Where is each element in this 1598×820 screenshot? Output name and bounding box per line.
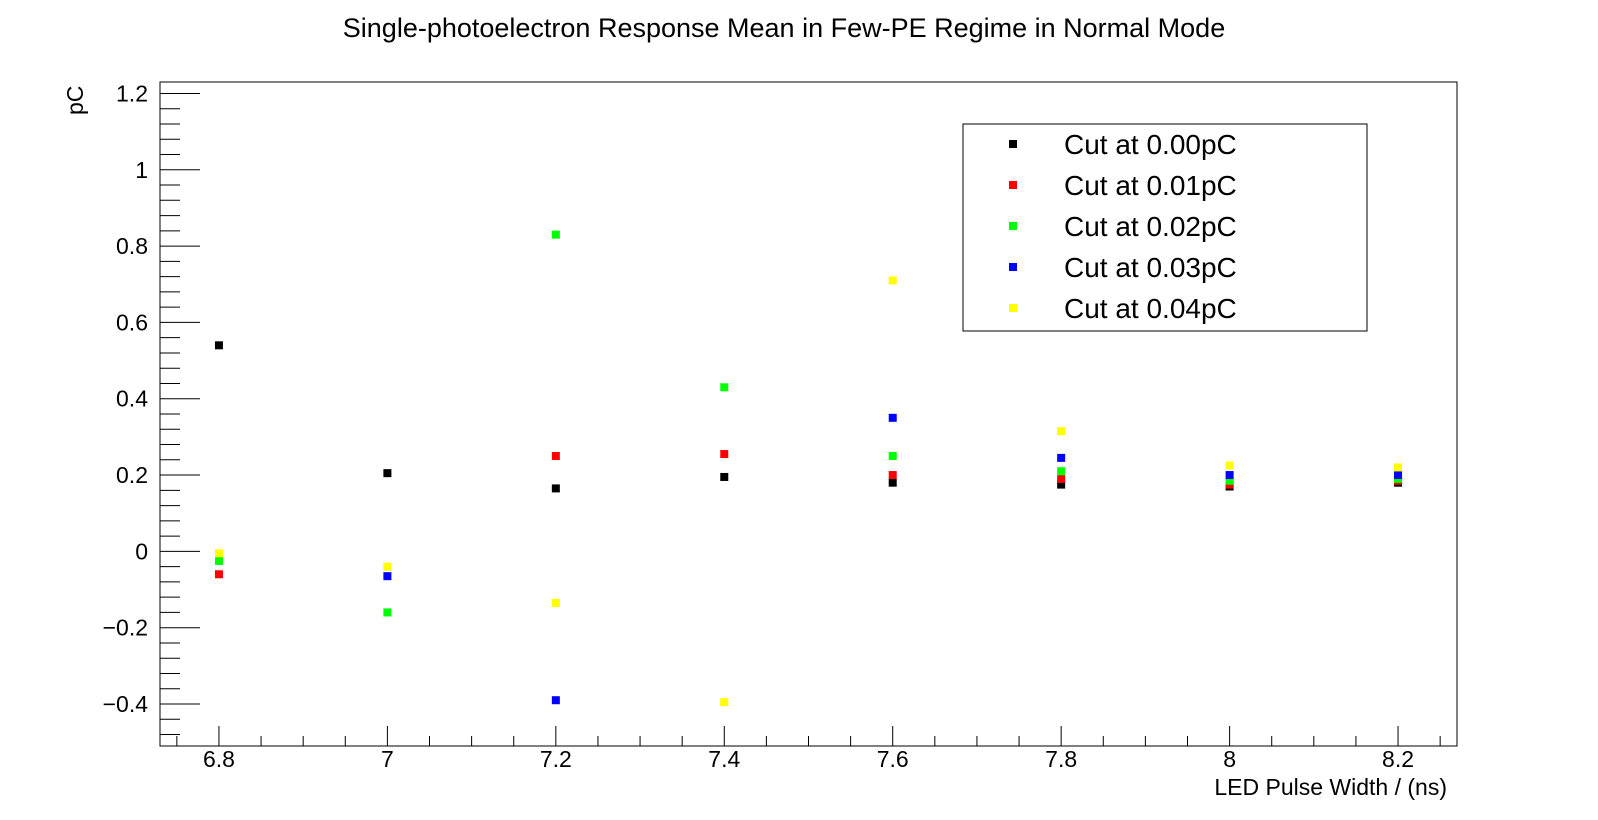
data-point-series-2	[214, 556, 223, 565]
y-tick-label: −0.2	[103, 615, 148, 641]
y-tick-label: 1	[135, 157, 148, 183]
x-tick-label: 7	[381, 746, 394, 772]
x-tick-label: 7.4	[708, 746, 740, 772]
data-point-series-4	[720, 698, 729, 707]
data-point-series-4	[1225, 461, 1234, 470]
data-point-series-4	[1394, 463, 1403, 472]
x-tick-labels: 6.8 7 7.2 7.4 7.6 7.8 8 8.2	[203, 746, 1414, 772]
x-tick-label: 7.6	[877, 746, 909, 772]
y-tick-label: 0.6	[116, 309, 148, 335]
data-point-series-2	[383, 608, 392, 617]
data-point-series-0	[383, 469, 392, 478]
data-point-series-3	[1057, 453, 1066, 462]
data-points	[214, 230, 1403, 707]
data-point-series-3	[1394, 471, 1403, 480]
data-point-series-4	[214, 549, 223, 558]
y-tick-label: 0.4	[116, 386, 148, 412]
data-point-series-0	[1057, 480, 1066, 489]
data-point-series-0	[551, 484, 560, 493]
data-point-series-2	[551, 230, 560, 239]
data-point-series-3	[383, 572, 392, 581]
data-point-series-1	[1057, 474, 1066, 483]
data-point-series-0	[888, 478, 897, 487]
legend-marker	[1009, 181, 1017, 189]
data-point-series-3	[1225, 471, 1234, 480]
data-point-series-2	[1057, 467, 1066, 476]
data-point-series-1	[214, 570, 223, 579]
chart-title: Single-photoelectron Response Mean in Fe…	[343, 13, 1225, 43]
data-point-series-3	[551, 696, 560, 705]
y-tick-label: 0.8	[116, 233, 148, 259]
y-axis-label: pC	[62, 86, 88, 115]
legend-label: Cut at 0.02pC	[1064, 211, 1237, 242]
data-point-series-1	[551, 451, 560, 460]
legend-marker	[1009, 222, 1017, 230]
legend: Cut at 0.00pC Cut at 0.01pC Cut at 0.02pC C…	[962, 123, 1368, 332]
data-point-series-0	[720, 472, 729, 481]
x-tick-label: 6.8	[203, 746, 235, 772]
data-point-series-4	[1057, 427, 1066, 436]
data-point-series-4	[551, 598, 560, 607]
x-tick-label: 8.2	[1382, 746, 1414, 772]
data-point-series-2	[888, 451, 897, 460]
legend-label: Cut at 0.00pC	[1064, 129, 1237, 160]
legend-marker	[1009, 304, 1017, 312]
y-tick-label: 0.2	[116, 462, 148, 488]
data-point-series-3	[888, 413, 897, 422]
data-point-series-1	[888, 471, 897, 480]
legend-marker	[1009, 263, 1017, 271]
legend-label: Cut at 0.03pC	[1064, 252, 1237, 283]
axis-ticks	[160, 92, 1441, 746]
x-tick-label: 8	[1223, 746, 1236, 772]
data-point-series-2	[1225, 476, 1234, 485]
legend-label: Cut at 0.04pC	[1064, 293, 1237, 324]
data-point-series-4	[888, 276, 897, 285]
x-tick-label: 7.8	[1045, 746, 1077, 772]
y-tick-label: 0	[135, 538, 148, 564]
data-point-series-1	[720, 450, 729, 459]
plot-frame	[159, 81, 1458, 747]
y-tick-labels: −0.4 −0.2 0 0.2 0.4 0.6 0.8 1 1.2	[103, 80, 149, 717]
legend-label: Cut at 0.01pC	[1064, 170, 1237, 201]
legend-marker	[1009, 140, 1017, 148]
x-axis-label: LED Pulse Width / (ns)	[1214, 774, 1447, 800]
legend-box	[962, 123, 1368, 332]
x-tick-label: 7.2	[540, 746, 572, 772]
y-tick-label: −0.4	[103, 691, 149, 717]
data-point-series-2	[720, 383, 729, 392]
y-tick-label: 1.2	[116, 80, 148, 106]
data-point-series-4	[383, 562, 392, 571]
data-point-series-0	[214, 341, 223, 350]
